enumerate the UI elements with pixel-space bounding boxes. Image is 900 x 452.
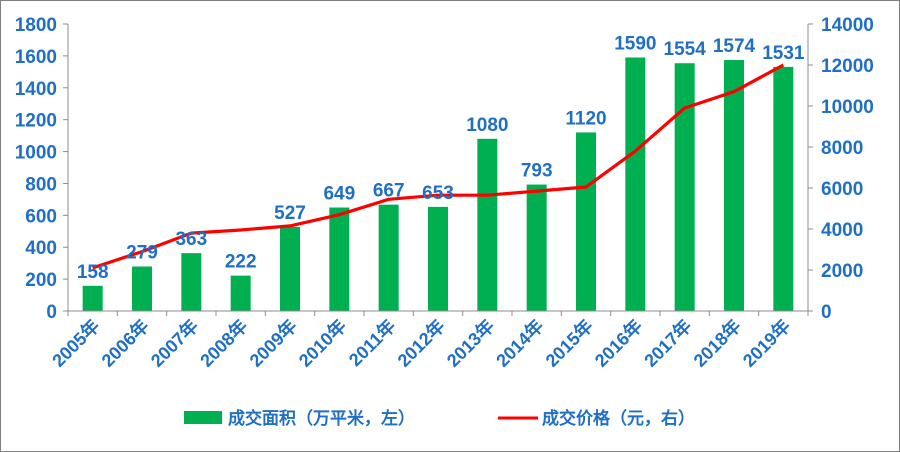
data-labels: 158 279 363 222 527 649 667 653 1080 793 1120 1590 1… — [77, 33, 805, 282]
bar-data-label-5: 649 — [323, 184, 355, 205]
bar-data-label-0: 158 — [77, 262, 109, 283]
right-tick-label-1: 2000 — [821, 261, 863, 282]
x-tick-label-10: 2015年 — [541, 315, 597, 371]
legend-label-price: 成交价格（元，右） — [542, 408, 695, 429]
bar-13 — [724, 60, 744, 312]
left-tick-label-8: 1600 — [15, 47, 57, 68]
bar-1 — [132, 266, 152, 311]
x-tick-label-5: 2010年 — [294, 315, 350, 371]
bar-5 — [329, 207, 350, 311]
bar-7 — [428, 206, 448, 311]
bar-data-label-4: 527 — [274, 203, 306, 224]
bar-data-label-3: 222 — [225, 252, 257, 273]
bar-12 — [674, 63, 695, 312]
bar-14 — [773, 66, 794, 311]
x-tick-label-13: 2018年 — [689, 315, 745, 371]
x-tick-label-2: 2007年 — [146, 315, 202, 371]
bar-series — [82, 57, 794, 312]
left-tick-label-9: 1800 — [15, 15, 57, 36]
line-series — [92, 63, 785, 270]
bar-data-label-6: 667 — [373, 181, 405, 202]
left-tick-label-3: 600 — [25, 206, 57, 227]
x-tick-label-3: 2008年 — [196, 315, 252, 371]
right-tick-label-6: 12000 — [821, 56, 874, 77]
left-tick-label-1: 200 — [25, 270, 57, 291]
x-tick-label-6: 2011年 — [344, 315, 399, 370]
bar-10 — [576, 132, 596, 311]
x-tick-label-9: 2014年 — [492, 315, 548, 371]
x-tick-label-4: 2009年 — [245, 315, 301, 371]
bar-data-label-13: 1574 — [713, 36, 756, 57]
right-tick-label-5: 10000 — [821, 97, 874, 118]
bar-4 — [280, 226, 300, 311]
bar-9 — [526, 184, 547, 311]
left-tick-label-2: 400 — [25, 238, 57, 259]
legend-label-area: 成交面积（万平米，左） — [228, 408, 415, 429]
bar-data-label-10: 1120 — [565, 108, 606, 129]
right-tick-label-7: 14000 — [821, 15, 874, 36]
bar-11 — [625, 57, 646, 311]
bar-data-label-9: 793 — [521, 161, 553, 182]
bar-8 — [477, 138, 498, 311]
x-tick-label-14: 2019年 — [738, 315, 794, 371]
x-tick-label-8: 2013年 — [442, 315, 498, 371]
x-tick-label-0: 2005年 — [48, 315, 104, 371]
bar-data-label-2: 363 — [175, 229, 207, 250]
x-tick-label-1: 2006年 — [97, 315, 153, 371]
x-tick-label-11: 2016年 — [590, 315, 646, 371]
bar-3 — [230, 275, 251, 311]
left-tick-label-5: 1000 — [15, 143, 57, 164]
right-tick-label-2: 4000 — [821, 220, 863, 241]
price-line — [92, 63, 785, 270]
bar-data-label-7: 653 — [422, 183, 454, 204]
right-tick-label-3: 6000 — [821, 179, 863, 200]
bar-data-label-1: 279 — [126, 243, 158, 264]
left-tick-label-0: 0 — [46, 302, 57, 323]
right-tick-label-4: 8000 — [821, 138, 863, 159]
legend-swatch-area — [184, 411, 222, 424]
legend: 成交面积（万平米，左） 成交价格（元，右） — [184, 408, 695, 429]
bar-data-label-12: 1554 — [664, 39, 707, 60]
x-tick-label-12: 2017年 — [640, 315, 696, 371]
bar-data-label-14: 1531 — [762, 43, 805, 64]
bar-0 — [82, 285, 103, 311]
bar-6 — [378, 204, 399, 311]
left-tick-label-6: 1200 — [15, 111, 57, 132]
left-tick-label-4: 800 — [25, 174, 57, 195]
left-tick-label-7: 1400 — [15, 79, 57, 100]
bar-2 — [181, 253, 202, 311]
bar-data-label-8: 1080 — [466, 115, 508, 136]
bar-data-label-11: 1590 — [614, 33, 656, 54]
right-tick-label-0: 0 — [821, 302, 832, 323]
x-tick-label-7: 2012年 — [393, 315, 449, 371]
